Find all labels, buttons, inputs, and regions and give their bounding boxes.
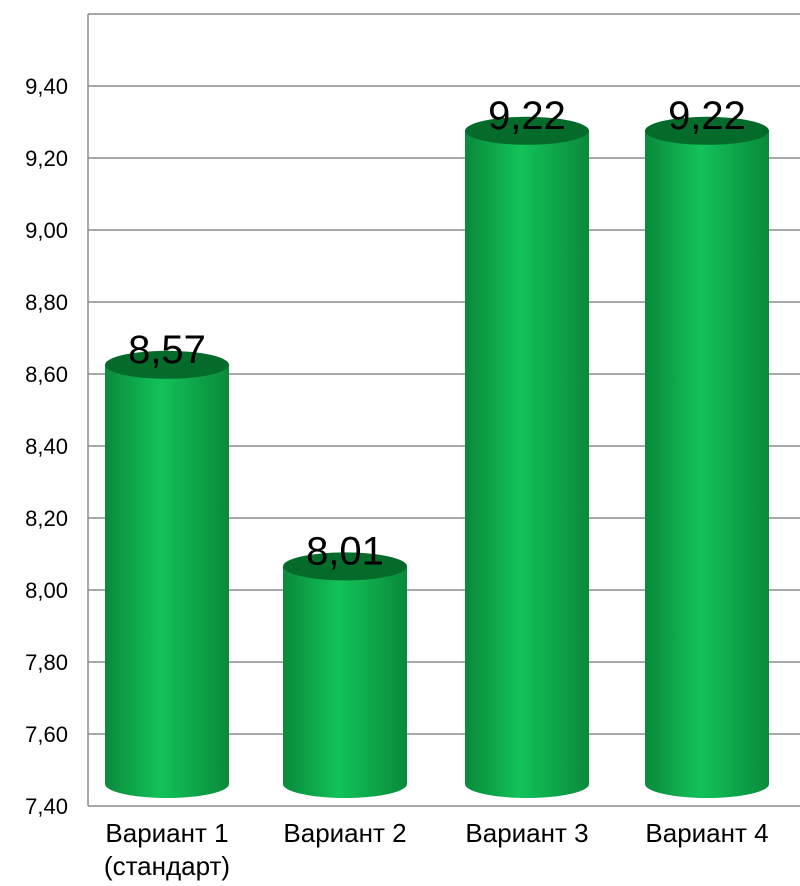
category-label: Вариант 1 (стандарт)	[104, 818, 230, 881]
bars	[105, 116, 769, 799]
category-label: Вариант 3	[465, 818, 588, 848]
bar	[465, 116, 589, 799]
bar	[283, 552, 407, 798]
y-tick-label: 7,40	[25, 794, 68, 819]
data-label: 9,22	[668, 94, 746, 138]
bar	[105, 350, 229, 798]
bar-body	[465, 130, 589, 799]
data-label: 8,01	[306, 529, 384, 573]
bar	[645, 116, 769, 799]
y-tick-label: 9,20	[25, 146, 68, 171]
bar-body	[105, 364, 229, 798]
bar-top	[645, 116, 769, 145]
category-label: Вариант 4	[645, 818, 768, 848]
y-tick-label: 7,60	[25, 722, 68, 747]
bar-top	[283, 552, 407, 581]
bar-body	[645, 130, 769, 799]
bar-top	[465, 116, 589, 145]
bar-top	[105, 350, 229, 379]
y-tick-label: 7,80	[25, 650, 68, 675]
y-tick-label: 8,80	[25, 290, 68, 315]
y-tick-label: 9,40	[25, 74, 68, 99]
labels: 7,40 7,60 7,80 8,00 8,20 8,40 8,60 8,80 9,00 9,20…	[25, 74, 768, 881]
y-tick-label: 9,00	[25, 218, 68, 243]
y-tick-label: 8,40	[25, 434, 68, 459]
y-tick-label: 8,00	[25, 578, 68, 603]
y-tick-label: 8,20	[25, 506, 68, 531]
bar-body	[283, 566, 407, 798]
data-label: 9,22	[488, 94, 566, 138]
y-tick-label: 8,60	[25, 362, 68, 387]
category-label: Вариант 2	[283, 818, 406, 848]
data-label: 8,57	[128, 328, 206, 372]
